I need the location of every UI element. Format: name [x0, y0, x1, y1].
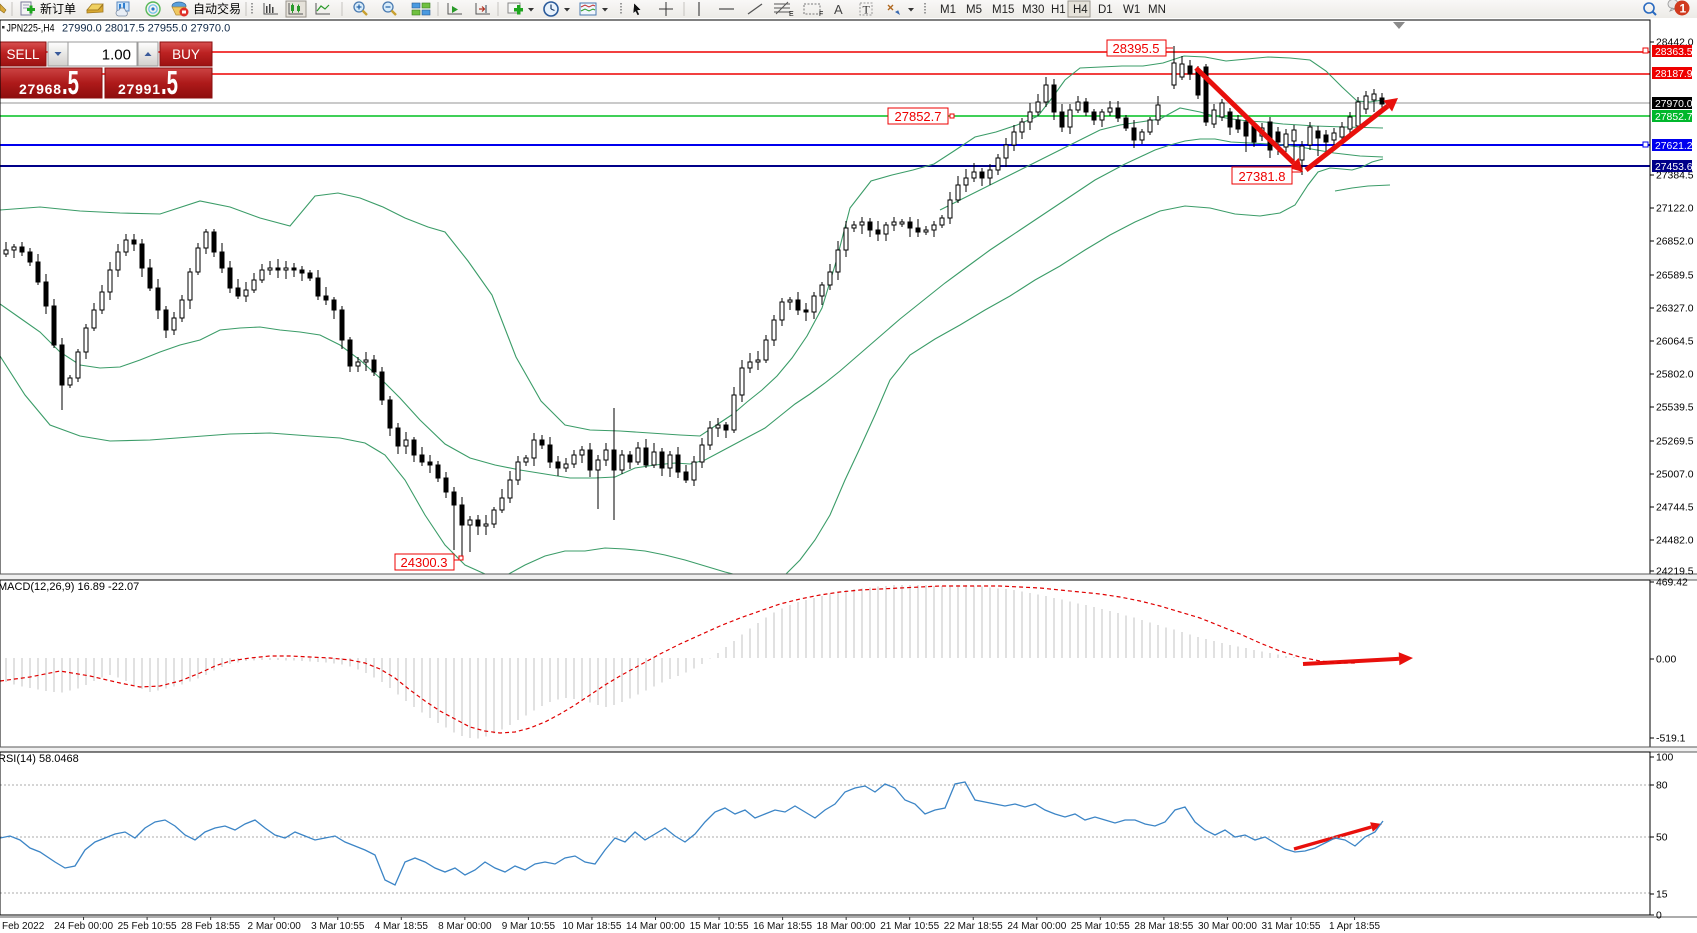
svg-text:H4: H4: [1073, 4, 1088, 16]
svg-text:W1: W1: [1123, 4, 1140, 16]
svg-text:T: T: [863, 3, 871, 17]
svg-text:M1: M1: [940, 4, 956, 16]
svg-text:25539.5: 25539.5: [1656, 403, 1694, 414]
svg-text:27453.6: 27453.6: [1655, 162, 1693, 173]
svg-text:1.00: 1.00: [102, 47, 131, 64]
svg-text:28 Feb 18:55: 28 Feb 18:55: [181, 921, 240, 932]
svg-text:M30: M30: [1022, 4, 1044, 16]
svg-text:27122.0: 27122.0: [1656, 204, 1694, 215]
svg-text:15: 15: [1656, 890, 1668, 901]
svg-text:27852.7: 27852.7: [1655, 112, 1693, 123]
svg-text:24219.5: 24219.5: [1656, 567, 1694, 578]
svg-text:16 Mar 18:55: 16 Mar 18:55: [753, 921, 812, 932]
svg-text:28442.0: 28442.0: [1656, 38, 1694, 49]
svg-text:JPN225-,H4: JPN225-,H4: [7, 23, 55, 35]
svg-text:1 Apr 18:55: 1 Apr 18:55: [1329, 921, 1381, 932]
svg-text:25802.0: 25802.0: [1656, 370, 1694, 381]
svg-text:30 Mar 00:00: 30 Mar 00:00: [1198, 921, 1257, 932]
svg-text:27990.0 28017.5 27955.0 27970.: 27990.0 28017.5 27955.0 27970.0: [62, 23, 230, 35]
svg-text:24300.3: 24300.3: [401, 555, 448, 570]
svg-text:28 Mar 18:55: 28 Mar 18:55: [1134, 921, 1193, 932]
svg-text:28395.5: 28395.5: [1113, 41, 1160, 56]
svg-text:80: 80: [1656, 781, 1668, 792]
svg-text:SELL: SELL: [6, 47, 40, 62]
svg-text:25269.5: 25269.5: [1656, 437, 1694, 448]
svg-text:14 Mar 00:00: 14 Mar 00:00: [626, 921, 685, 932]
svg-text:24 Mar 00:00: 24 Mar 00:00: [1007, 921, 1066, 932]
svg-text:24744.5: 24744.5: [1656, 503, 1694, 514]
svg-text:0.00: 0.00: [1656, 655, 1676, 666]
svg-text:27621.2: 27621.2: [1655, 141, 1693, 152]
svg-text:M5: M5: [966, 4, 982, 16]
svg-text:27852.7: 27852.7: [895, 109, 942, 124]
svg-text:26589.5: 26589.5: [1656, 271, 1694, 282]
svg-text:H1: H1: [1051, 4, 1066, 16]
svg-text:27991: 27991: [118, 81, 160, 97]
svg-text:25 Mar 10:55: 25 Mar 10:55: [1071, 921, 1130, 932]
svg-text:MN: MN: [1148, 4, 1166, 16]
svg-text:24482.0: 24482.0: [1656, 536, 1694, 547]
svg-text:27968: 27968: [19, 81, 61, 97]
svg-text:100: 100: [1656, 753, 1674, 764]
svg-text:28187.9: 28187.9: [1655, 69, 1693, 80]
svg-text:8 Mar 00:00: 8 Mar 00:00: [438, 921, 492, 932]
svg-text:31 Mar 10:55: 31 Mar 10:55: [1262, 921, 1321, 932]
svg-text:2 Mar 00:00: 2 Mar 00:00: [248, 921, 302, 932]
svg-text:27970.0: 27970.0: [1655, 99, 1693, 110]
svg-text:25 Feb 10:55: 25 Feb 10:55: [118, 921, 177, 932]
svg-text:-519.1: -519.1: [1656, 734, 1686, 745]
svg-text:18 Mar 00:00: 18 Mar 00:00: [817, 921, 876, 932]
svg-text:15 Mar 10:55: 15 Mar 10:55: [690, 921, 749, 932]
svg-text:27381.8: 27381.8: [1239, 169, 1286, 184]
svg-text:469.42: 469.42: [1656, 578, 1688, 589]
svg-text:22 Mar 18:55: 22 Mar 18:55: [944, 921, 1003, 932]
svg-text:26852.0: 26852.0: [1656, 237, 1694, 248]
svg-text:26327.0: 26327.0: [1656, 304, 1694, 315]
svg-text:4 Mar 18:55: 4 Mar 18:55: [375, 921, 429, 932]
svg-text:28363.5: 28363.5: [1655, 47, 1693, 58]
svg-text:RSI(14) 58.0468: RSI(14) 58.0468: [0, 753, 79, 765]
svg-text:MACD(12,26,9) 16.89 -22.07: MACD(12,26,9) 16.89 -22.07: [0, 581, 139, 593]
svg-text:24 Feb 00:00: 24 Feb 00:00: [54, 921, 113, 932]
svg-text:1: 1: [1680, 2, 1687, 16]
svg-text:.5: .5: [161, 64, 178, 101]
svg-text:E: E: [789, 11, 794, 18]
svg-text:21 Mar 10:55: 21 Mar 10:55: [880, 921, 939, 932]
svg-text:D1: D1: [1098, 4, 1113, 16]
svg-text:10 Mar 18:55: 10 Mar 18:55: [562, 921, 621, 932]
svg-text:27384.5: 27384.5: [1656, 171, 1694, 182]
svg-text:3 Mar 10:55: 3 Mar 10:55: [311, 921, 365, 932]
svg-text:0: 0: [1656, 911, 1662, 922]
svg-text:A: A: [834, 2, 843, 17]
svg-text:自动交易: 自动交易: [193, 1, 241, 16]
svg-text:新订单: 新订单: [40, 1, 76, 16]
svg-text:9 Mar 10:55: 9 Mar 10:55: [502, 921, 556, 932]
svg-text:M15: M15: [992, 4, 1014, 16]
svg-text:Feb 2022: Feb 2022: [2, 921, 45, 932]
svg-text:F: F: [819, 11, 823, 18]
svg-text:50: 50: [1656, 833, 1668, 844]
svg-text:26064.5: 26064.5: [1656, 337, 1694, 348]
svg-text:25007.0: 25007.0: [1656, 470, 1694, 481]
svg-text:.5: .5: [62, 64, 79, 101]
svg-text:BUY: BUY: [172, 47, 200, 62]
